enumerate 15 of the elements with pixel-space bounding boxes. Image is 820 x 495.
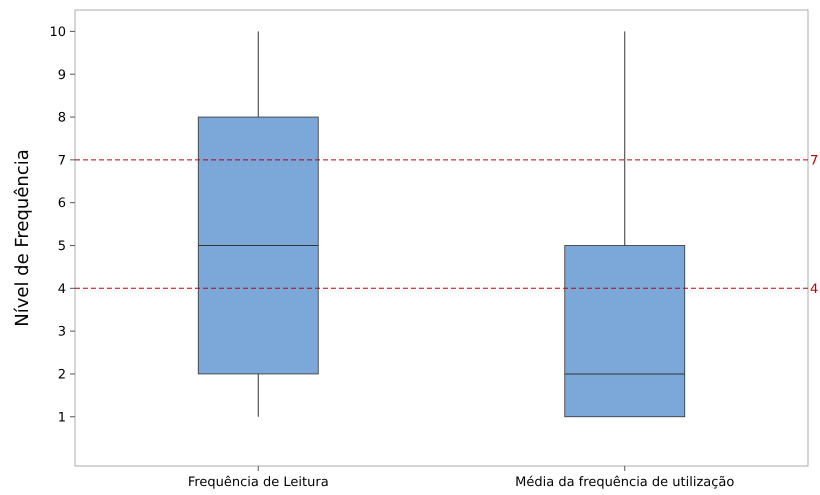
y-tick-label: 3 xyxy=(58,324,66,340)
x-tick-label: Média da frequência de utilização xyxy=(515,475,734,490)
y-tick-label: 1 xyxy=(58,410,66,426)
y-tick-label: 5 xyxy=(58,239,66,254)
x-tick-label: Frequência de Leitura xyxy=(188,475,329,490)
y-tick-label: 2 xyxy=(58,367,66,382)
y-tick-label: 10 xyxy=(49,24,66,40)
y-axis-title: Nível de Frequência xyxy=(12,149,33,327)
y-tick-label: 8 xyxy=(58,110,66,126)
y-tick-label: 4 xyxy=(58,282,66,297)
y-tick-label: 7 xyxy=(58,153,66,168)
ref-line-label: 4 xyxy=(810,282,818,297)
y-tick-label: 9 xyxy=(58,68,66,83)
ref-line-label: 7 xyxy=(810,153,818,168)
y-tick-label: 6 xyxy=(58,196,66,212)
